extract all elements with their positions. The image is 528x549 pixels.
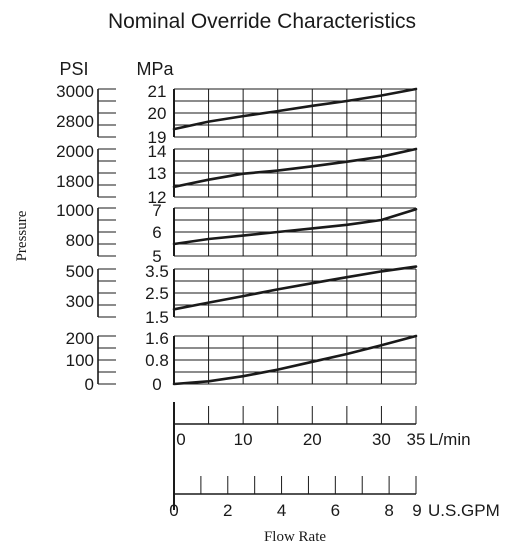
psi-tick-label: 200 bbox=[66, 329, 94, 348]
gpm-tick-label: 8 bbox=[384, 501, 393, 520]
mpa-tick-label: 5 bbox=[152, 247, 161, 266]
pressure-curve bbox=[172, 334, 418, 386]
mpa-tick-label: 20 bbox=[148, 104, 167, 123]
psi-tick-label: 500 bbox=[66, 262, 94, 281]
lmin-tick-label: 20 bbox=[303, 430, 322, 449]
mpa-tick-label: 1.6 bbox=[145, 329, 169, 348]
mpa-tick-label: 14 bbox=[148, 142, 167, 161]
mpa-tick-label: 2.5 bbox=[145, 284, 169, 303]
psi-tick-label: 100 bbox=[66, 351, 94, 370]
lmin-tick-label: 10 bbox=[234, 430, 253, 449]
mpa-tick-label: 0.8 bbox=[145, 351, 169, 370]
mpa-axis-header: MPa bbox=[136, 59, 174, 79]
pressure-axis-title: Pressure bbox=[14, 210, 30, 261]
psi-tick-label: 1800 bbox=[56, 172, 94, 191]
chart-title: Nominal Override Characteristics bbox=[108, 10, 416, 33]
psi-tick-label: 800 bbox=[66, 231, 94, 250]
psi-tick-label: 1000 bbox=[56, 201, 94, 220]
psi-axis-header: PSI bbox=[59, 59, 88, 79]
flow-rate-axes: 0 10 20 30 35 L/min 0 2 4 6 8 9 U.S.GPM bbox=[169, 402, 500, 520]
psi-tick-label: 2000 bbox=[56, 142, 94, 161]
mpa-tick-label: 19 bbox=[148, 128, 167, 147]
lmin-tick-label: 0 bbox=[176, 430, 185, 449]
gpm-tick-label: 2 bbox=[223, 501, 232, 520]
mpa-tick-label: 7 bbox=[152, 201, 161, 220]
pressure-curve bbox=[172, 87, 418, 131]
panel-5: 200 100 0 1.6 0.8 0 bbox=[66, 329, 418, 394]
mpa-tick-label: 3.5 bbox=[145, 262, 169, 281]
panel-1: 3000 2800 21 20 19 bbox=[56, 82, 418, 147]
pressure-curve bbox=[172, 207, 418, 246]
pressure-curve bbox=[172, 147, 418, 189]
lmin-unit-label: L/min bbox=[429, 430, 471, 449]
pressure-curve bbox=[172, 265, 418, 311]
flow-rate-axis-title: Flow Rate bbox=[264, 529, 326, 545]
gpm-tick-label: 6 bbox=[331, 501, 340, 520]
psi-tick-label: 0 bbox=[85, 375, 94, 394]
gpm-tick-label: 9 bbox=[412, 501, 421, 520]
gpm-tick-label: 0 bbox=[169, 501, 178, 520]
gpm-tick-label: 4 bbox=[277, 501, 286, 520]
psi-tick-label: 300 bbox=[66, 292, 94, 311]
panel-2: 2000 1800 14 13 12 bbox=[56, 142, 418, 207]
mpa-tick-label: 12 bbox=[148, 188, 167, 207]
lmin-tick-label: 30 bbox=[372, 430, 391, 449]
panel-3: 1000 800 7 6 5 bbox=[56, 201, 418, 266]
chart-panels: 3000280021201920001800141312100080076550… bbox=[56, 82, 418, 394]
lmin-tick-label: 35 bbox=[407, 430, 426, 449]
mpa-tick-label: 0 bbox=[152, 375, 161, 394]
psi-tick-label: 3000 bbox=[56, 82, 94, 101]
panel-4: 500 300 3.5 2.5 1.5 bbox=[66, 262, 418, 327]
psi-tick-label: 2800 bbox=[56, 112, 94, 131]
mpa-tick-label: 21 bbox=[148, 82, 167, 101]
mpa-tick-label: 6 bbox=[152, 223, 161, 242]
mpa-tick-label: 13 bbox=[148, 164, 167, 183]
mpa-tick-label: 1.5 bbox=[145, 308, 169, 327]
gpm-unit-label: U.S.GPM bbox=[428, 501, 500, 520]
